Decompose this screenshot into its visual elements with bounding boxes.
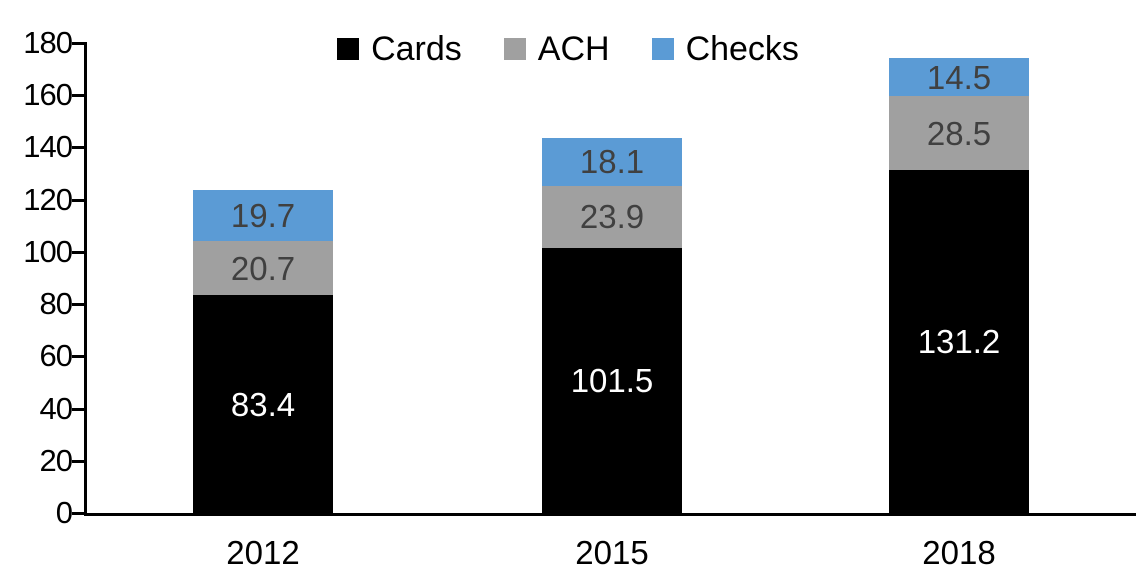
legend-swatch-cards-icon — [337, 38, 360, 60]
bar-segment-cards-2018: 131.2 — [889, 170, 1029, 513]
data-label-ach-2015: 23.9 — [579, 198, 645, 236]
bar-segment-checks-2018: 14.5 — [889, 58, 1029, 96]
legend-label-checks: Checks — [685, 30, 799, 68]
bar-segment-cards-2012: 83.4 — [193, 295, 333, 513]
y-axis-tick — [72, 42, 84, 45]
data-label-cards-2012: 83.4 — [230, 385, 296, 423]
x-axis-category-label: 2015 — [575, 534, 649, 571]
y-axis-tick — [72, 459, 84, 463]
data-label-ach-2012: 20.7 — [230, 249, 296, 287]
y-axis-tick-label: 100 — [23, 233, 73, 269]
legend-swatch-ach-icon — [503, 38, 526, 60]
data-label-cards-2015: 101.5 — [570, 361, 654, 399]
bar-segment-cards-2015: 101.5 — [542, 247, 682, 513]
chart-legend: Cards ACH Checks — [0, 28, 1136, 70]
y-axis-tick-label: 20 — [39, 442, 73, 478]
y-axis-line — [84, 42, 87, 516]
y-axis-tick-label: 80 — [39, 286, 73, 322]
legend-item-ach: ACH — [503, 30, 610, 68]
y-axis-tick-label: 140 — [23, 129, 73, 165]
y-axis-tick — [72, 303, 84, 307]
data-label-cards-2018: 131.2 — [917, 323, 1001, 361]
x-axis-category-label: 2012 — [226, 534, 300, 571]
legend-label-cards: Cards — [371, 30, 462, 68]
y-axis-tick — [72, 355, 84, 359]
y-axis-tick-label: 120 — [23, 181, 73, 217]
bar-segment-ach-2015: 23.9 — [542, 185, 682, 248]
legend-label-ach: ACH — [537, 30, 610, 68]
legend-item-checks: Checks — [651, 30, 799, 68]
y-axis-tick-label: 160 — [23, 77, 73, 113]
legend-swatch-checks-icon — [651, 38, 674, 60]
y-axis-tick-label: 40 — [39, 390, 73, 426]
y-axis-tick — [72, 198, 84, 202]
y-axis-tick-label: 180 — [23, 25, 73, 60]
data-label-checks-2015: 18.1 — [579, 143, 645, 181]
y-axis-tick — [72, 146, 84, 150]
x-axis-line — [84, 513, 1136, 516]
y-axis-tick — [72, 250, 84, 254]
y-axis-tick — [72, 94, 84, 98]
bar-segment-checks-2012: 19.7 — [193, 189, 333, 242]
y-axis-tick — [72, 407, 84, 411]
data-label-checks-2012: 19.7 — [230, 196, 296, 234]
y-axis-tick-label: 60 — [39, 338, 73, 374]
x-axis-category-label: 2018 — [922, 534, 996, 571]
bar-segment-checks-2015: 18.1 — [542, 138, 682, 186]
bar-segment-ach-2018: 28.5 — [889, 96, 1029, 171]
data-label-ach-2018: 28.5 — [926, 114, 992, 152]
bar-segment-ach-2012: 20.7 — [193, 241, 333, 296]
y-axis-tick — [72, 512, 84, 515]
data-label-checks-2018: 14.5 — [926, 58, 992, 96]
legend-item-cards: Cards — [337, 32, 462, 66]
y-axis-tick-label: 0 — [55, 495, 73, 530]
